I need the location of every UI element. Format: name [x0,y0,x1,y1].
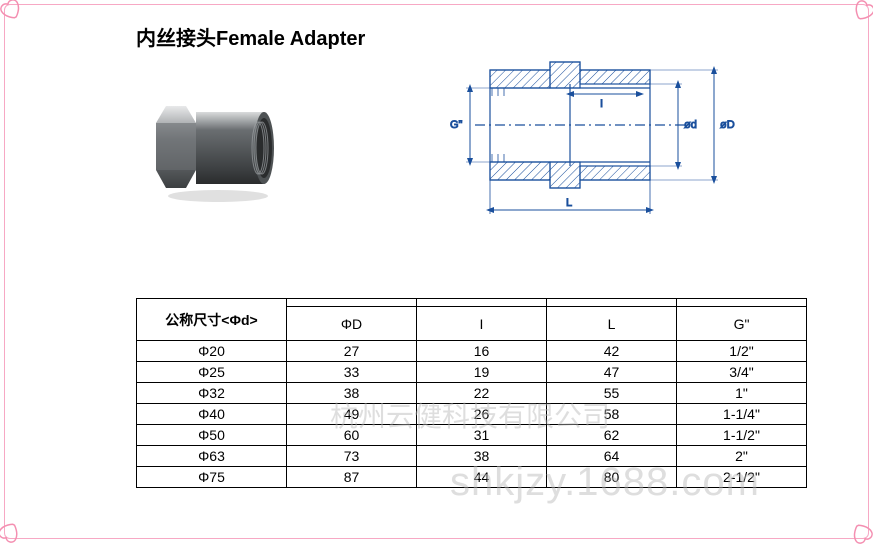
table-row: Φ637338642" [137,446,807,467]
heart-icon [0,521,22,545]
page-title: 内丝接头Female Adapter [136,22,365,51]
table-cell: Φ25 [137,362,287,383]
table-cell: 62 [547,425,677,446]
table-cell: 1-1/2" [677,425,807,446]
table-cell: Φ75 [137,467,287,488]
dim-label: øD [720,119,735,131]
table-row: Φ404926581-1/4" [137,404,807,425]
table-cell: 31 [417,425,547,446]
table-cell: 3/4" [677,362,807,383]
table-cell: 33 [287,362,417,383]
table-cell: 2-1/2" [677,467,807,488]
table-cell: 44 [417,467,547,488]
table-row: Φ323822551" [137,383,807,404]
table-cell: 64 [547,446,677,467]
heart-icon [0,0,22,22]
spec-table: 公称尺寸<Φd> ΦD I L G" Φ202716421/2"Φ2533194… [136,298,807,488]
table-cell: 2" [677,446,807,467]
table-cell: Φ40 [137,404,287,425]
technical-diagram: G" I ød øD L [430,52,760,232]
col-header: L [547,307,677,341]
col-header: I [417,307,547,341]
col-blank [417,299,547,307]
table-cell: 47 [547,362,677,383]
table-row: Φ758744802-1/2" [137,467,807,488]
table-cell: 38 [287,383,417,404]
table-cell: 49 [287,404,417,425]
col-header: G" [677,307,807,341]
product-image [148,88,288,208]
dim-label: G" [450,119,463,131]
table-cell: 1" [677,383,807,404]
table-cell: 38 [417,446,547,467]
table-cell: Φ20 [137,341,287,362]
dim-label: ød [684,119,697,131]
table-cell: 1-1/4" [677,404,807,425]
table-cell: 87 [287,467,417,488]
table-cell: 60 [287,425,417,446]
table-cell: 27 [287,341,417,362]
table-row: Φ506031621-1/2" [137,425,807,446]
table-cell: Φ63 [137,446,287,467]
table-row: Φ253319473/4" [137,362,807,383]
heart-icon [851,0,873,22]
table-cell: 42 [547,341,677,362]
table-cell: 16 [417,341,547,362]
table-cell: 19 [417,362,547,383]
header-main: 公称尺寸<Φd> [137,299,287,341]
col-header: ΦD [287,307,417,341]
dim-label: I [600,98,603,110]
table-cell: 55 [547,383,677,404]
col-blank [547,299,677,307]
table-cell: Φ32 [137,383,287,404]
table-cell: 26 [417,404,547,425]
table-row: Φ202716421/2" [137,341,807,362]
col-blank [677,299,807,307]
table-cell: 58 [547,404,677,425]
table-cell: 1/2" [677,341,807,362]
dim-label: L [566,197,572,209]
table-cell: 22 [417,383,547,404]
table-cell: 80 [547,467,677,488]
table-header-row: 公称尺寸<Φd> [137,299,807,307]
col-blank [287,299,417,307]
table-cell: 73 [287,446,417,467]
table-cell: Φ50 [137,425,287,446]
heart-icon [851,521,873,545]
